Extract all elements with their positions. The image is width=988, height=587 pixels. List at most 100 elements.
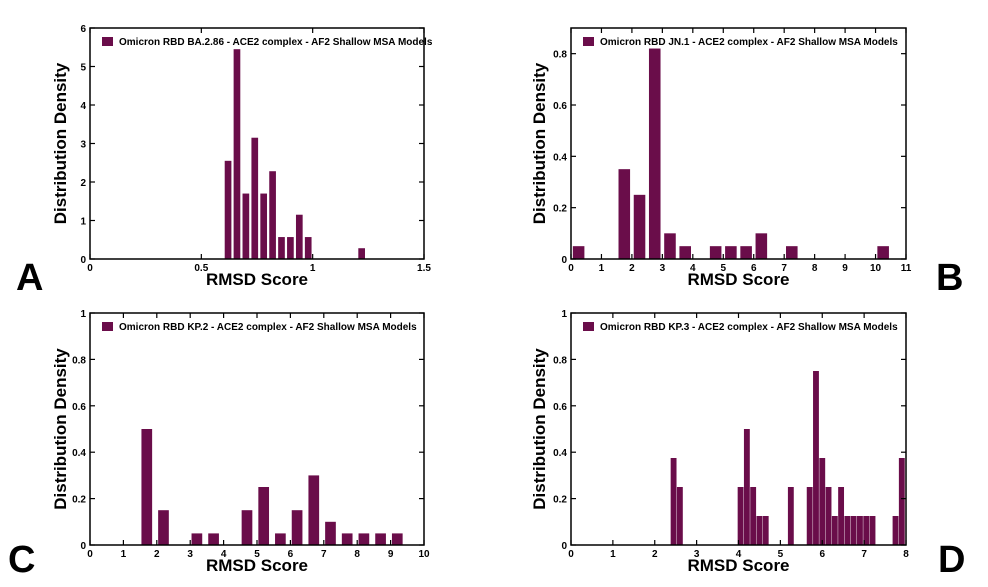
x-tick-label: 0 — [87, 549, 93, 560]
bar — [633, 194, 646, 259]
bar — [304, 237, 312, 259]
y-tick-label: 0 — [561, 255, 567, 266]
x-tick-label: 4 — [221, 549, 227, 560]
y-tick-label: 0.6 — [553, 402, 567, 413]
bar — [572, 246, 585, 259]
panel-label: A — [16, 257, 43, 299]
x-tick-label: 1.5 — [417, 263, 431, 274]
bar — [740, 246, 752, 259]
bar — [813, 371, 819, 545]
x-tick-label: 9 — [842, 263, 848, 274]
y-tick-label: 0.4 — [553, 448, 567, 459]
bar — [375, 533, 386, 545]
y-tick-label: 1 — [561, 309, 567, 320]
bar — [308, 475, 320, 545]
bar — [141, 429, 153, 545]
bar — [743, 429, 750, 545]
bar — [224, 160, 232, 259]
y-tick-label: 0 — [80, 255, 86, 266]
x-tick-label: 11 — [901, 263, 912, 274]
y-axis-label: Distribution Density — [51, 348, 70, 510]
x-axis-label: RMSD Score — [206, 270, 308, 289]
x-tick-label: 7 — [321, 549, 327, 560]
bar — [850, 516, 857, 545]
bar — [725, 246, 737, 259]
y-tick-label: 0.4 — [72, 448, 86, 459]
bar — [358, 533, 370, 545]
x-tick-label: 1 — [610, 549, 616, 560]
plot-frame — [570, 27, 907, 260]
bar — [191, 533, 203, 545]
bar — [287, 237, 294, 259]
y-tick-label: 2 — [80, 178, 86, 189]
bar — [679, 246, 691, 259]
x-tick-label: 3 — [187, 549, 193, 560]
y-axis-label: Distribution Density — [530, 62, 549, 224]
bar — [670, 458, 677, 545]
bar — [831, 516, 838, 545]
bar — [869, 516, 876, 545]
y-tick-label: 0.2 — [553, 495, 567, 506]
panel-label: D — [938, 539, 965, 581]
y-tick-label: 0.8 — [553, 50, 567, 61]
bar — [786, 246, 798, 259]
bar — [158, 510, 169, 545]
x-tick-label: 1 — [121, 549, 127, 560]
legend-swatch — [583, 37, 594, 46]
bar — [838, 487, 845, 545]
y-tick-label: 0.2 — [72, 495, 86, 506]
chart-panel-b: 0 0.2 0.4 0.6 0.8 0 1 2 3 4 5 6 7 8 9 10 11 Omicron RBD J… — [530, 27, 963, 299]
bar — [618, 169, 631, 259]
bar — [857, 516, 863, 545]
y-axis-label: Distribution Density — [530, 348, 549, 510]
bar — [242, 193, 250, 259]
legend-swatch — [102, 322, 113, 331]
y-tick-label: 0.8 — [553, 355, 567, 366]
x-axis-label: RMSD Score — [206, 556, 308, 575]
legend-label: Omicron RBD BA.2.86 - ACE2 complex - AF2… — [119, 37, 433, 48]
bar — [648, 48, 661, 259]
bar — [892, 516, 899, 545]
x-tick-label: 6 — [819, 549, 825, 560]
x-tick-label: 10 — [418, 549, 430, 560]
x-tick-label: 1 — [310, 263, 316, 274]
y-tick-label: 0.8 — [72, 355, 86, 366]
y-tick-label: 0 — [80, 541, 86, 552]
y-tick-label: 5 — [80, 63, 86, 74]
bar — [258, 487, 270, 545]
bar — [898, 458, 905, 545]
x-tick-label: 1 — [599, 263, 605, 274]
x-tick-label: 8 — [812, 263, 818, 274]
bar — [269, 171, 276, 259]
x-tick-label: 2 — [154, 549, 160, 560]
bar — [341, 533, 353, 545]
panel-label: C — [8, 539, 35, 581]
bar — [863, 516, 870, 545]
x-tick-label: 0 — [87, 263, 93, 274]
bar — [755, 233, 768, 259]
x-tick-label: 3 — [660, 263, 666, 274]
bar — [709, 246, 722, 259]
x-tick-label: 6 — [288, 549, 294, 560]
x-tick-label: 7 — [781, 263, 787, 274]
x-tick-label: 3 — [694, 549, 700, 560]
bar — [233, 49, 241, 260]
y-tick-label: 4 — [80, 101, 86, 112]
x-tick-label: 4 — [736, 549, 742, 560]
bar — [325, 521, 336, 545]
x-tick-label: 9 — [388, 549, 394, 560]
legend-swatch — [583, 322, 594, 331]
x-tick-label: 4 — [690, 263, 696, 274]
bar — [251, 137, 259, 259]
bar — [750, 487, 757, 545]
legend-label: Omicron RBD KP.2 - ACE2 complex - AF2 Sh… — [119, 322, 417, 333]
x-tick-label: 8 — [354, 549, 360, 560]
y-tick-label: 0.4 — [553, 152, 567, 163]
bar — [819, 458, 826, 545]
y-tick-label: 0.6 — [72, 402, 86, 413]
x-tick-label: 0 — [568, 263, 574, 274]
bar — [391, 533, 403, 545]
x-tick-label: 5 — [778, 549, 784, 560]
